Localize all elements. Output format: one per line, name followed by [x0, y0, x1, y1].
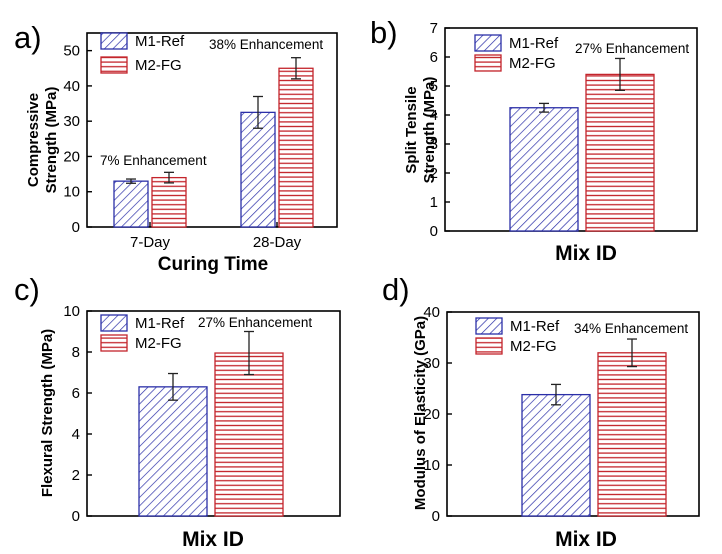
bar-m1-ref-28-day — [240, 111, 276, 228]
y-tick-label: 50 — [63, 43, 80, 60]
y-tick-label: 0 — [72, 508, 80, 525]
y-tick-label: 10 — [63, 184, 80, 201]
x-axis-label: Mix ID — [555, 242, 617, 265]
y-tick-label: 7 — [430, 20, 438, 37]
bar-m1-ref — [509, 107, 579, 232]
y-tick-label: 30 — [423, 355, 440, 372]
bar-m1-ref — [521, 393, 591, 517]
y-axis-label: CompressiveStrength (MPa) — [25, 87, 60, 194]
legend-label: M1-Ref — [509, 35, 559, 52]
chart-panel-3: c) 0 2 4 6 8 10 Flexural Strength (MPa) Mix ID M1… — [14, 272, 341, 551]
annotation: 27% Enhancement — [198, 315, 312, 330]
y-tick-label: 10 — [423, 457, 440, 474]
y-tick-label: 5 — [430, 78, 438, 95]
legend-label: M1-Ref — [135, 33, 185, 50]
y-axis-label: Flexural Strength (MPa) — [39, 329, 56, 497]
x-axis-label: Mix ID — [182, 528, 244, 551]
annotation: 27% Enhancement — [575, 41, 689, 56]
y-tick-label: 30 — [63, 113, 80, 130]
panel-label: a) — [14, 20, 42, 55]
annotation: 38% Enhancement — [209, 37, 323, 52]
y-tick-label: 20 — [423, 406, 440, 423]
y-tick-label: 2 — [72, 467, 80, 484]
y-tick-label: 40 — [423, 304, 440, 321]
bar-m2-fg — [585, 73, 655, 232]
legend-swatch-m1-ref — [100, 32, 128, 50]
panel-label: c) — [14, 272, 40, 307]
y-tick-label: 20 — [63, 148, 80, 165]
plot-frame — [86, 310, 341, 517]
legend-label: M2-FG — [509, 55, 556, 72]
bar-m2-fg — [597, 352, 667, 517]
y-tick-label: 6 — [430, 49, 438, 66]
legend-swatch-m2-fg — [100, 334, 128, 352]
x-tick-label: 7-Day — [130, 234, 171, 251]
x-tick-label: 28-Day — [253, 234, 302, 251]
legend-label: M2-FG — [135, 57, 182, 74]
y-tick-label: 0 — [432, 508, 440, 525]
y-tick-label: 4 — [430, 107, 438, 124]
bar-m2-fg-7-day — [151, 176, 187, 228]
legend-swatch-m2-fg — [475, 337, 503, 355]
x-axis-label: Mix ID — [555, 528, 617, 551]
plot-frame — [86, 32, 338, 228]
legend-label: M1-Ref — [510, 318, 560, 335]
y-tick-label: 0 — [72, 219, 80, 236]
bar-m1-ref-7-day — [113, 180, 149, 228]
y-tick-label: 6 — [72, 385, 80, 402]
legend-label: M1-Ref — [135, 315, 185, 332]
legend-swatch-m1-ref — [475, 317, 503, 335]
bar-m2-fg-28-day — [278, 67, 314, 228]
legend-swatch-m1-ref — [100, 314, 128, 332]
y-tick-label: 3 — [430, 136, 438, 153]
y-tick-label: 1 — [430, 194, 438, 211]
chart-panel-1: a) 0 10 20 30 40 50 CompressiveStrength (MPa) Cu… — [14, 20, 338, 275]
bar-m1-ref — [138, 386, 208, 517]
y-tick-label: 8 — [72, 344, 80, 361]
y-tick-label: 0 — [430, 223, 438, 240]
legend-label: M2-FG — [135, 335, 182, 352]
y-tick-label: 10 — [63, 303, 80, 320]
legend-label: M2-FG — [510, 338, 557, 355]
annotation: 34% Enhancement — [574, 321, 688, 336]
legend-swatch-m2-fg — [100, 56, 128, 74]
y-axis-label: Split TensileStrength (MPa) — [403, 77, 438, 184]
y-tick-label: 40 — [63, 78, 80, 95]
chart-panel-2: b) 0 1 2 3 4 5 6 7 Split TensileStrength (MPa) Mix… — [370, 15, 698, 265]
x-axis-label: Curing Time — [158, 254, 269, 275]
annotation: 7% Enhancement — [100, 153, 207, 168]
y-tick-label: 4 — [72, 426, 80, 443]
legend-swatch-m2-fg — [474, 54, 502, 72]
y-tick-label: 2 — [430, 165, 438, 182]
legend-swatch-m1-ref — [474, 34, 502, 52]
panel-label: b) — [370, 15, 398, 50]
panel-label: d) — [382, 272, 410, 307]
bar-m2-fg — [214, 352, 284, 517]
y-axis-label: Modulus of Elasticity (GPa) — [412, 316, 429, 510]
